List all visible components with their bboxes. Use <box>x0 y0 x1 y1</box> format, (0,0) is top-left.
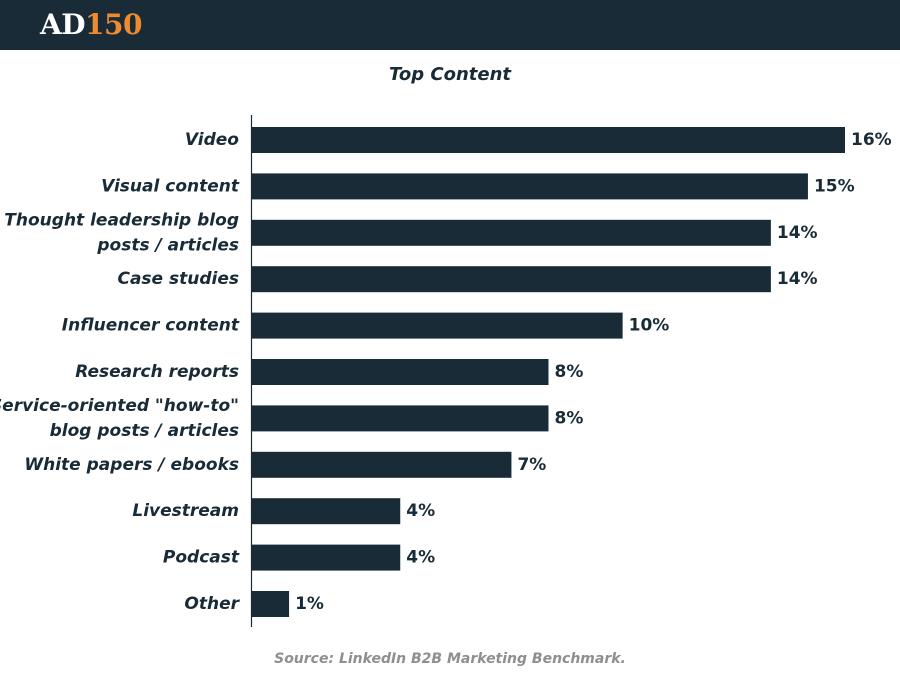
value-label: 14% <box>777 269 818 289</box>
bar <box>252 591 290 617</box>
category-label: blog posts / articles <box>50 421 239 441</box>
category-label: Service-oriented "how-to" <box>0 396 239 416</box>
value-label: 16% <box>851 130 892 150</box>
value-label: 4% <box>406 501 435 521</box>
value-label: 15% <box>814 176 855 196</box>
source-note: Source: LinkedIn B2B Marketing Benchmark… <box>274 651 626 667</box>
value-label: 7% <box>517 455 546 475</box>
category-label: Livestream <box>132 501 239 521</box>
bar <box>252 359 549 385</box>
bar <box>252 544 401 571</box>
bar <box>252 266 771 293</box>
bar <box>252 451 512 478</box>
bar <box>252 173 808 200</box>
value-label: 4% <box>406 548 435 568</box>
category-label: posts / articles <box>96 235 239 255</box>
category-label: Visual content <box>101 176 240 196</box>
logo-letters: AD <box>40 8 86 41</box>
value-label: 1% <box>295 594 324 614</box>
category-label: Other <box>184 594 240 614</box>
value-label: 14% <box>777 223 818 243</box>
value-label: 8% <box>555 408 584 428</box>
bar <box>252 312 623 339</box>
logo-number: 150 <box>85 8 142 41</box>
category-label: Influencer content <box>62 316 240 336</box>
category-label: Thought leadership blog <box>4 210 239 230</box>
chart-title: Top Content <box>388 64 512 85</box>
header-bar: AD150 <box>0 0 900 50</box>
category-label: Video <box>185 130 239 150</box>
category-label: Podcast <box>163 548 240 568</box>
category-label: Research reports <box>75 362 239 382</box>
value-label: 10% <box>629 316 670 336</box>
category-label: White papers / ebooks <box>24 455 239 475</box>
value-label: 8% <box>555 362 584 382</box>
bar <box>252 127 845 153</box>
bar <box>252 219 771 246</box>
bar <box>252 498 401 525</box>
ad150-logo[interactable]: AD150 <box>40 9 142 41</box>
category-label: Case studies <box>117 269 239 289</box>
bar <box>252 405 549 432</box>
